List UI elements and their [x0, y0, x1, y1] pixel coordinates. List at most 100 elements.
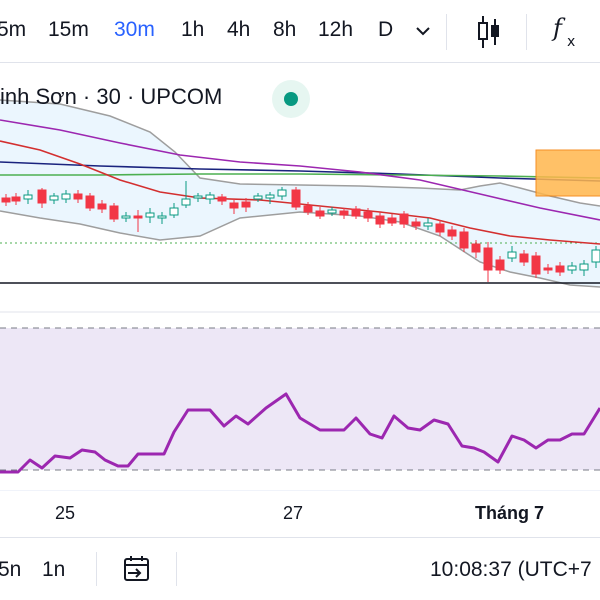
svg-text:x: x: [567, 34, 575, 50]
candle: [181, 181, 191, 208]
price-chart[interactable]: [0, 63, 600, 533]
candle: [483, 242, 493, 282]
candle: [133, 210, 143, 232]
candle: [121, 212, 131, 222]
candle: [265, 192, 275, 204]
tf-d[interactable]: D: [378, 18, 394, 41]
candle-body: [229, 202, 239, 209]
candle: [23, 190, 33, 204]
candle: [531, 252, 541, 278]
candle-body: [591, 249, 600, 263]
candle-body: [193, 195, 203, 199]
ma-navy-line: [0, 161, 600, 182]
candle: [555, 262, 565, 276]
candle: [435, 220, 445, 236]
tf-8h[interactable]: 8h: [273, 18, 297, 41]
candle-body: [399, 213, 409, 225]
candle: [315, 207, 325, 219]
candle-body: [483, 247, 493, 271]
candle-body: [423, 222, 433, 227]
candle: [169, 203, 179, 218]
candle: [591, 246, 600, 268]
candle: [423, 218, 433, 230]
chevron-down-icon[interactable]: [414, 24, 432, 38]
candle-body: [351, 208, 361, 217]
candle: [459, 228, 469, 252]
candle: [303, 202, 313, 215]
candle: [145, 208, 155, 223]
tf-30m[interactable]: 30m: [114, 18, 155, 41]
candle: [85, 193, 95, 211]
candle: [37, 188, 47, 208]
candle-body: [435, 223, 445, 233]
ma-green-line: [0, 173, 600, 179]
toolbar-bottom-border: [0, 62, 600, 63]
bottom-divider: [96, 552, 97, 586]
candle: [229, 199, 239, 214]
candle-body: [567, 265, 577, 271]
candle: [363, 208, 373, 222]
candle-body: [315, 210, 325, 217]
bollinger-upper-band: [0, 99, 600, 207]
candle-body: [387, 217, 397, 224]
candle-body: [543, 267, 553, 271]
market-status-dot: [284, 92, 298, 106]
zone-box: [535, 149, 600, 197]
tf-12h[interactable]: 12h: [318, 18, 354, 41]
tf-15m[interactable]: 15m: [48, 18, 89, 41]
symbol-legend[interactable]: inh Sơn · 30 · UPCOM: [0, 84, 223, 109]
candle: [205, 192, 215, 204]
candle: [1, 194, 11, 206]
bollinger-lower-band: [0, 210, 600, 288]
market-status-badge[interactable]: [272, 80, 310, 118]
candle-body: [181, 198, 191, 206]
candle: [411, 218, 421, 230]
candle: [375, 212, 385, 228]
candle: [49, 193, 59, 204]
tf-4h[interactable]: 4h: [227, 18, 251, 41]
candle-body: [61, 193, 71, 200]
candle: [291, 187, 301, 210]
price-pane: [0, 99, 600, 313]
candle: [193, 193, 203, 202]
candle: [543, 264, 553, 274]
candle-body: [363, 211, 373, 219]
range-1n[interactable]: 1n: [42, 558, 66, 581]
candle: [567, 262, 577, 274]
tf-5m[interactable]: 5m: [0, 18, 27, 41]
candle-body: [291, 189, 301, 208]
candle-body: [241, 201, 251, 208]
candle-body: [37, 189, 47, 204]
toolbar-divider: [526, 14, 527, 50]
rsi-pane: [0, 327, 600, 474]
x-axis-label-27: 27: [283, 503, 304, 523]
candle-body: [85, 195, 95, 209]
bottom-divider: [176, 552, 177, 586]
candle: [507, 246, 517, 262]
range-5n[interactable]: 5n: [0, 558, 22, 581]
candle: [447, 226, 457, 240]
tf-1h[interactable]: 1h: [181, 18, 205, 41]
candle: [387, 214, 397, 226]
candle: [339, 208, 349, 219]
candle-body: [253, 195, 263, 200]
candle-body: [447, 229, 457, 237]
candle-body: [519, 253, 529, 263]
candle-body: [495, 259, 505, 271]
candle-body: [277, 189, 287, 197]
candle-body: [145, 212, 155, 218]
candle-body: [265, 194, 275, 199]
candle: [11, 193, 21, 205]
calendar-goto-icon[interactable]: [122, 554, 152, 584]
candle-body: [507, 251, 517, 259]
svg-text:f: f: [551, 14, 566, 42]
rsi-line: [0, 392, 600, 474]
candle: [495, 256, 505, 274]
candle: [241, 198, 251, 212]
candle-body: [531, 255, 541, 275]
fx-icon[interactable]: f x: [550, 14, 582, 50]
candle-body: [1, 197, 11, 203]
candle-body: [339, 210, 349, 216]
candle-body: [411, 221, 421, 227]
candlestick-icon[interactable]: [476, 15, 502, 49]
